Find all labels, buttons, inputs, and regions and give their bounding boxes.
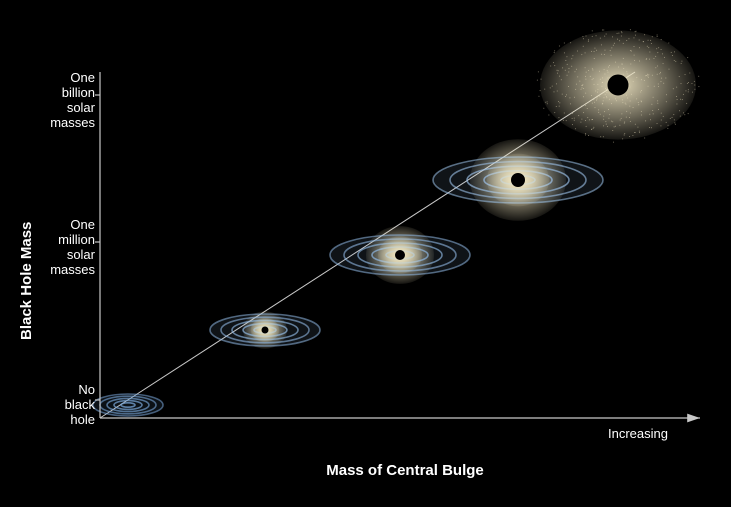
y-tick-billion: One billion solar masses bbox=[50, 71, 95, 131]
x-axis-label: Mass of Central Bulge bbox=[280, 462, 530, 479]
x-tick-increasing: Increasing bbox=[608, 426, 668, 441]
galaxy-elliptical bbox=[537, 29, 700, 142]
y-tick-million: One million solar masses bbox=[50, 218, 95, 278]
galaxy-medium bbox=[330, 226, 470, 284]
y-axis-label: Black Hole Mass bbox=[18, 222, 35, 340]
galaxy-large bbox=[433, 139, 603, 221]
galaxy-small bbox=[210, 311, 320, 348]
galaxy-none bbox=[93, 394, 163, 416]
bh-bulge-chart: Black Hole Mass Mass of Central Bulge On… bbox=[0, 0, 731, 507]
y-tick-none: No black hole bbox=[65, 383, 95, 428]
